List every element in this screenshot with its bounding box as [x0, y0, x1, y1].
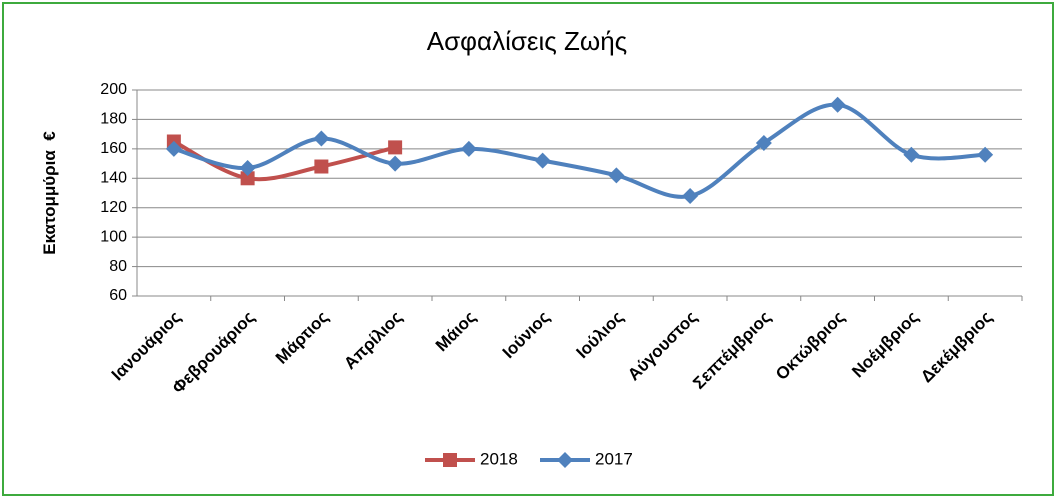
- y-tick-label: 180: [100, 111, 127, 128]
- y-tick-label: 160: [100, 140, 127, 157]
- y-tick-label: 120: [100, 199, 127, 216]
- marker: [165, 140, 182, 157]
- legend-label: 2017: [595, 449, 633, 468]
- marker: [239, 159, 256, 176]
- y-tick-label: 100: [100, 228, 127, 245]
- marker: [387, 155, 404, 172]
- marker: [557, 452, 573, 468]
- marker: [977, 146, 994, 163]
- y-tick-label: 80: [109, 258, 127, 275]
- y-tick-label: 200: [100, 81, 127, 98]
- marker: [682, 187, 699, 204]
- marker: [534, 152, 551, 169]
- y-tick-label: 60: [109, 287, 127, 304]
- marker: [829, 96, 846, 113]
- marker: [903, 146, 920, 163]
- marker: [608, 167, 625, 184]
- marker: [460, 140, 477, 157]
- y-axis-title: Εκατομμύρια €: [40, 131, 59, 255]
- marker: [313, 130, 330, 147]
- chart-title: Ασφαλίσεις Ζωής: [427, 26, 627, 56]
- legend-label: 2018: [480, 449, 518, 468]
- marker: [240, 171, 255, 186]
- y-tick-label: 140: [100, 170, 127, 187]
- marker: [755, 134, 772, 151]
- marker: [388, 140, 403, 155]
- marker: [314, 159, 329, 174]
- marker: [443, 453, 457, 467]
